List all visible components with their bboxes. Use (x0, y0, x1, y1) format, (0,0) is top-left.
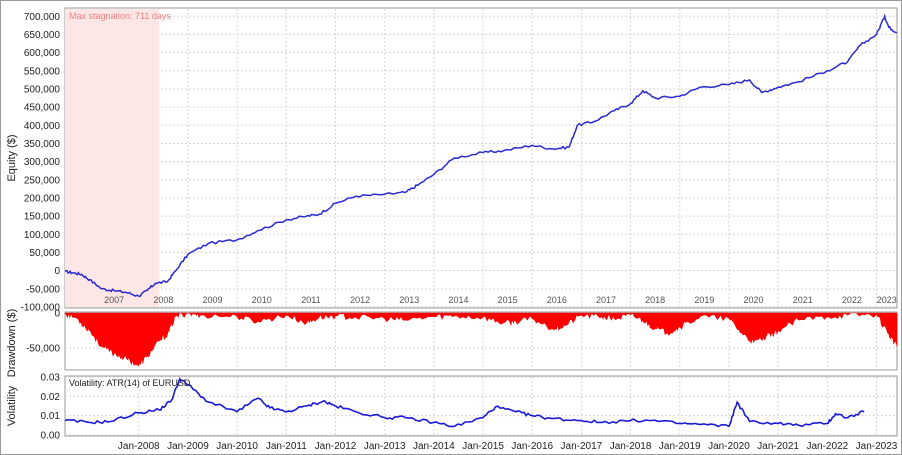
volatility-y-tick-label: 0.02 (41, 392, 61, 403)
equity-year-label: 2021 (793, 295, 813, 305)
equity-y-tick-label: 150,000 (24, 212, 61, 223)
equity-year-label: 2010 (252, 295, 272, 305)
x-axis-tick-label: Jan-2020 (708, 441, 750, 452)
equity-y-tick-label: 50,000 (29, 248, 60, 259)
x-axis-tick-label: Jan-2021 (757, 441, 799, 452)
equity-year-label: 2022 (842, 295, 862, 305)
equity-y-tick-label: 300,000 (24, 157, 61, 168)
x-axis-tick-label: Jan-2009 (167, 441, 209, 452)
x-axis-tick-label: Jan-2019 (659, 441, 701, 452)
equity-year-label: 2009 (203, 295, 223, 305)
equity-year-label: 2023 (877, 295, 897, 305)
equity-year-label: 2013 (399, 295, 419, 305)
equity-year-label: 2020 (744, 295, 764, 305)
equity-y-tick-label: 450,000 (24, 103, 61, 114)
equity-y-tick-label: 700,000 (24, 12, 61, 23)
equity-year-label: 2007 (104, 295, 124, 305)
equity-y-tick-label: -50,000 (26, 284, 60, 295)
x-axis-tick-label: Jan-2017 (561, 441, 603, 452)
equity-grid (65, 9, 897, 308)
x-axis-tick-label: Jan-2010 (216, 441, 258, 452)
x-axis-ticks: Jan-2008 Jan-2009 Jan-2010 Jan-2011 Jan-2012… (118, 441, 898, 452)
equity-plot-area (64, 7, 898, 309)
stagnation-shade (65, 9, 160, 307)
volatility-y-tick-label: 0.01 (41, 411, 61, 422)
drawdown-y-tick-label: -50,000 (26, 344, 60, 355)
equity-y-tick-label: 200,000 (24, 193, 61, 204)
equity-y-tick-label: -100,000 (21, 303, 61, 314)
equity-year-label: 2008 (153, 295, 173, 305)
equity-year-label: 2011 (301, 295, 320, 305)
volatility-y-axis-title: Volatility (6, 385, 18, 426)
x-axis-tick-label: Jan-2023 (856, 441, 898, 452)
volatility-line (64, 376, 865, 428)
equity-year-labels: 2007 2008 2009 2010 2011 2012 2013 2014 2015 2016… (104, 295, 897, 305)
drawdown-area (64, 311, 898, 366)
x-axis-tick-label: Jan-2013 (364, 441, 406, 452)
equity-year-label: 2018 (645, 295, 665, 305)
equity-y-tick-label: 350,000 (24, 139, 61, 150)
volatility-y-tick-label: 0.00 (41, 431, 61, 442)
equity-year-label: 2017 (596, 295, 616, 305)
x-axis-tick-label: Jan-2012 (315, 441, 357, 452)
volatility-plot-area (64, 375, 898, 437)
x-axis-tick-label: Jan-2018 (610, 441, 652, 452)
volatility-y-tick-label: 0.03 (41, 373, 61, 384)
equity-y-tick-label: 400,000 (24, 121, 61, 132)
equity-y-tick-label: 600,000 (24, 48, 61, 59)
drawdown-y-ticks: 0 -50,000 (26, 309, 60, 355)
volatility-legend: Volatility: ATR(14) of EURUSD (69, 378, 191, 388)
x-axis-tick-label: Jan-2011 (266, 441, 307, 452)
equity-y-tick-label: 250,000 (24, 175, 61, 186)
equity-y-tick-label: 100,000 (24, 230, 61, 241)
x-axis-tick-label: Jan-2008 (118, 441, 160, 452)
x-axis-tick-label: Jan-2014 (413, 441, 455, 452)
equity-year-label: 2014 (448, 295, 468, 305)
equity-y-tick-label: 550,000 (24, 66, 61, 77)
equity-y-tick-label: 650,000 (24, 30, 61, 41)
equity-y-ticks: 700,000 650,000 600,000 550,000 500,000 450,0… (21, 12, 61, 314)
volatility-y-ticks: 0.03 0.02 0.01 0.00 (41, 373, 61, 442)
equity-y-tick-label: 0 (54, 266, 60, 277)
volatility-grid (65, 376, 897, 436)
equity-year-label: 2015 (498, 295, 518, 305)
equity-line (64, 13, 898, 298)
stagnation-label: Max stagnation: 711 days (69, 11, 171, 21)
equity-y-axis-title: Equity ($) (6, 134, 18, 181)
x-axis-tick-label: Jan-2015 (462, 441, 504, 452)
x-axis-tick-label: Jan-2016 (511, 441, 553, 452)
x-axis-tick-label: Jan-2022 (806, 441, 848, 452)
equity-year-label: 2016 (547, 295, 567, 305)
equity-year-label: 2012 (350, 295, 370, 305)
equity-year-label: 2019 (694, 295, 714, 305)
equity-y-tick-label: 500,000 (24, 84, 61, 95)
drawdown-y-axis-title: Drawdown ($) (6, 309, 18, 377)
drawdown-y-tick-label: 0 (54, 309, 60, 320)
